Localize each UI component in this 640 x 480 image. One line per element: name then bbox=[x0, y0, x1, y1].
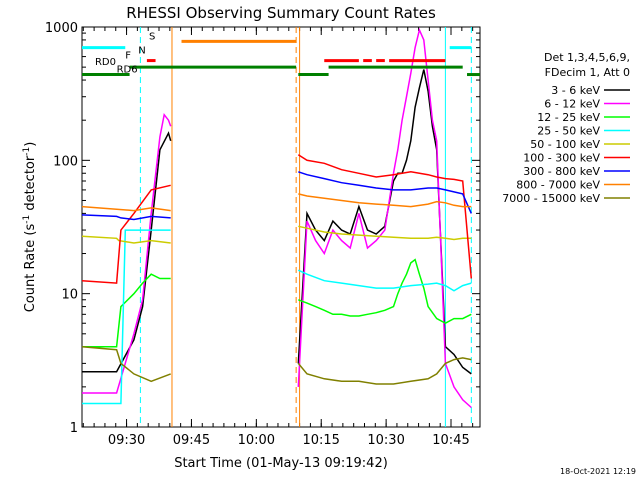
x-tick-label: 09:30 bbox=[108, 433, 145, 448]
x-tick-label: 10:30 bbox=[367, 433, 404, 448]
status-bar-label: RD0 bbox=[95, 57, 116, 68]
legend-label: 50 - 100 keV bbox=[530, 138, 600, 151]
legend-label: 25 - 50 keV bbox=[537, 125, 600, 138]
series-line bbox=[298, 225, 472, 241]
series-line bbox=[81, 184, 171, 284]
y-tick-label: 10 bbox=[61, 288, 78, 303]
legend-header-line-2: FDecim 1, Att 0 bbox=[545, 66, 630, 79]
series-line bbox=[81, 214, 171, 221]
series-lines bbox=[81, 27, 473, 409]
series-line bbox=[81, 235, 171, 244]
plot-frame bbox=[81, 26, 481, 428]
series-line bbox=[82, 273, 171, 348]
y-axis-label: Count Rate (s-1 detector-1) bbox=[22, 142, 38, 313]
legend-label: 100 - 300 keV bbox=[523, 152, 600, 165]
x-axis-label: Start Time (01-May-13 09:19:42) bbox=[174, 456, 388, 471]
series-line bbox=[298, 258, 472, 325]
x-tick-label: 10:00 bbox=[238, 433, 275, 448]
series-line bbox=[298, 171, 472, 214]
plot-area: 1 10 100 1000 09:30 09:45 10:00 10:15 10:30 10:4… bbox=[45, 21, 481, 448]
y-tick-label: 1000 bbox=[45, 21, 78, 36]
legend-label: 6 - 12 keV bbox=[544, 98, 600, 111]
x-axis-ticks: 09:30 09:45 10:00 10:15 10:30 10:45 bbox=[82, 27, 474, 448]
legend-label: 7000 - 15000 keV bbox=[502, 192, 600, 205]
series-line bbox=[297, 269, 472, 292]
y-axis-ticks: 1 10 100 1000 bbox=[45, 21, 480, 436]
series-line bbox=[82, 229, 171, 405]
status-bar-label: N bbox=[138, 46, 145, 57]
x-tick-label: 10:45 bbox=[432, 433, 469, 448]
chart-title: RHESSI Observing Summary Count Rates bbox=[126, 4, 436, 22]
legend-label: 800 - 7000 keV bbox=[516, 179, 600, 192]
series-line bbox=[82, 131, 172, 373]
y-tick-label: 100 bbox=[53, 154, 78, 169]
series-line bbox=[297, 27, 472, 409]
status-bar-label: F bbox=[125, 51, 131, 62]
y-tick-label: 1 bbox=[70, 421, 78, 436]
series-line bbox=[297, 154, 473, 279]
series-line bbox=[81, 205, 171, 212]
legend-label: 300 - 800 keV bbox=[523, 165, 600, 178]
legend-label: 12 - 25 keV bbox=[537, 111, 600, 124]
x-tick-label: 09:45 bbox=[173, 433, 210, 448]
status-bar-label: RD6 bbox=[117, 65, 138, 76]
x-tick-label: 10:15 bbox=[302, 433, 339, 448]
series-line bbox=[297, 357, 472, 385]
legend-header-line-1: Det 1,3,4,5,6,9, bbox=[544, 51, 630, 64]
series-line bbox=[298, 193, 472, 208]
status-bar-label: S bbox=[149, 31, 155, 42]
series-line bbox=[81, 345, 171, 383]
timestamp: 18-Oct-2021 12:19 bbox=[560, 467, 636, 476]
legend: Det 1,3,4,5,6,9, FDecim 1, Att 0 3 - 6 k… bbox=[502, 51, 630, 205]
legend-label: 3 - 6 keV bbox=[551, 84, 600, 97]
